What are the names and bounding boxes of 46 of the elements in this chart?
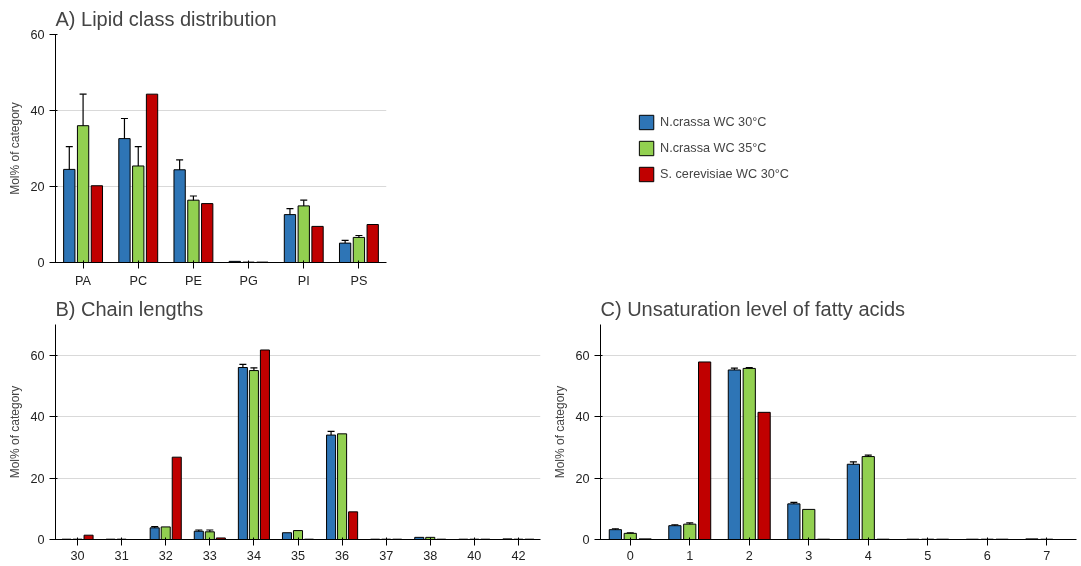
y-axis-title: Mol% of category	[553, 385, 568, 479]
x-tick-label: 33	[202, 548, 217, 563]
y-tick-label: 40	[575, 410, 590, 425]
y-tick-label: 20	[30, 471, 45, 486]
x-tick-label: PS	[350, 273, 368, 288]
x-tick-label: 7	[1043, 548, 1051, 563]
x-tick-label: 30	[70, 548, 85, 563]
y-tick-label: 60	[30, 348, 45, 363]
legend-label: N.crassa WC 35°C	[660, 141, 767, 155]
chart-title: C) Unsaturation level of fatty acids	[600, 297, 906, 320]
x-tick-label: PG	[239, 273, 258, 288]
x-tick-label: 3	[805, 548, 813, 563]
y-tick-label: 20	[575, 471, 590, 486]
y-tick-label: 0	[582, 533, 590, 547]
x-tick-label: 5	[924, 548, 932, 563]
x-tick-label: 42	[511, 548, 526, 563]
x-tick-label: 36	[335, 548, 350, 563]
x-tick-label: 31	[114, 548, 129, 563]
x-tick-label: 38	[423, 548, 438, 563]
x-tick-label: 37	[379, 548, 394, 563]
x-tick-label: 34	[246, 548, 261, 563]
y-tick-label: 60	[575, 348, 590, 363]
legend-label: S. cerevisiae WC 30°C	[660, 167, 789, 181]
y-axis-title: Mol% of category	[8, 385, 23, 479]
x-tick-label: PA	[75, 273, 92, 288]
x-tick-label: PC	[129, 273, 148, 288]
legend-label: N.crassa WC 30°C	[660, 115, 767, 129]
chart-title: B) Chain lengths	[55, 297, 204, 320]
x-tick-label: PE	[184, 273, 202, 288]
y-tick-label: 20	[30, 180, 45, 194]
y-axis-title: Mol% of category	[8, 102, 23, 195]
y-tick-label: 40	[30, 410, 45, 425]
x-tick-label: 32	[158, 548, 173, 563]
x-tick-label: 6	[983, 548, 991, 563]
x-tick-label: 2	[745, 548, 753, 563]
x-tick-label: 0	[626, 548, 634, 563]
y-tick-label: 0	[37, 256, 45, 270]
chart-title: A) Lipid class distribution	[55, 7, 277, 30]
x-tick-label: 40	[467, 548, 482, 563]
x-tick-label: 4	[864, 548, 872, 563]
y-tick-label: 60	[30, 28, 45, 42]
y-tick-label: 40	[30, 104, 45, 118]
y-tick-label: 0	[37, 533, 45, 547]
x-tick-label: 1	[686, 548, 694, 563]
x-tick-label: 35	[290, 548, 306, 563]
x-tick-label: PI	[297, 273, 310, 288]
